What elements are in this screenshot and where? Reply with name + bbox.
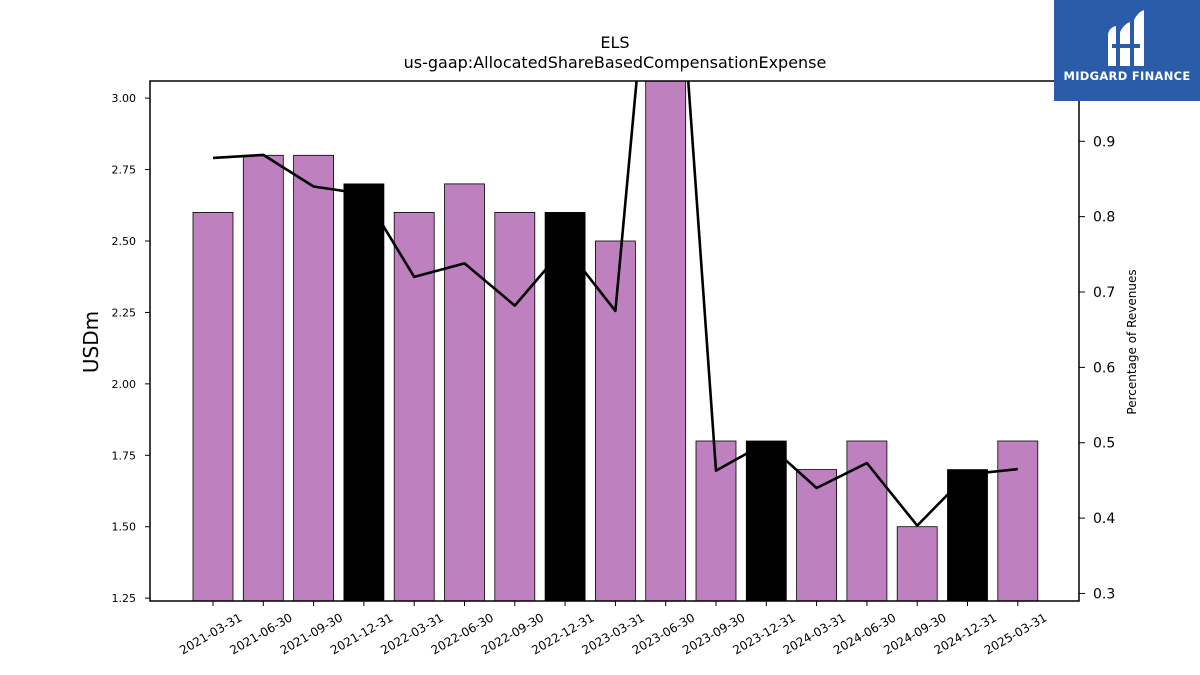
bar-group — [192, 81, 1039, 601]
logo-mark-icon — [1108, 10, 1144, 66]
y-tick-label: 3.00 — [112, 92, 137, 105]
line-group — [212, 81, 1018, 527]
bar-2021-06-30 — [242, 154, 284, 601]
bar-2023-12-31 — [745, 440, 787, 601]
bar-2023-06-30 — [645, 81, 687, 601]
y2-tick-label: 0.3 — [1093, 586, 1115, 602]
x-axis-ticks: 2021-03-312021-06-302021-09-302021-12-31… — [177, 601, 1049, 657]
y-tick-label: 1.75 — [112, 449, 137, 462]
bar-2022-03-31 — [393, 211, 435, 601]
y2-tick-label: 0.4 — [1093, 511, 1115, 527]
bar-2024-09-30 — [896, 526, 938, 601]
y-tick-label: 1.50 — [112, 521, 137, 534]
logo-text: MIDGARD FINANCE — [1063, 69, 1191, 83]
bar-2025-03-31 — [997, 440, 1039, 601]
y-tick-label: 2.75 — [112, 164, 137, 177]
y-axis-ticks: 1.25 1.50 1.75 2.00 2.25 2.50 2.75 3.00 — [112, 92, 150, 605]
bar-2024-12-31 — [947, 469, 988, 601]
bar-2022-12-31 — [544, 211, 586, 601]
y2-tick-label: 0.5 — [1093, 436, 1115, 452]
bar-2022-06-30 — [444, 183, 485, 601]
bar-2024-06-30 — [846, 440, 888, 601]
y2-tick-label: 0.8 — [1093, 210, 1115, 226]
y2-axis-ticks: 0.3 0.4 0.5 0.6 0.7 0.8 0.9 — [1079, 134, 1115, 602]
y2-axis-label: Percentage of Revenues — [1125, 269, 1139, 414]
y-axis-label: USDm — [79, 311, 103, 373]
y-tick-label: 2.25 — [112, 306, 137, 319]
brand-logo: MIDGARD FINANCE — [1054, 0, 1200, 101]
y2-tick-label: 0.7 — [1093, 285, 1115, 301]
y2-tick-label: 0.6 — [1093, 360, 1115, 376]
plot-frame — [149, 80, 1080, 602]
y-tick-label: 2.00 — [112, 378, 137, 391]
bar-2022-09-30 — [494, 211, 536, 601]
bar-2021-03-31 — [192, 211, 234, 601]
chart-title: ELS — [600, 33, 629, 52]
chart-subtitle: us-gaap:AllocatedShareBasedCompensationE… — [404, 53, 827, 72]
bar-2024-03-31 — [796, 469, 837, 601]
line-series-percentage — [212, 81, 1018, 527]
y-tick-label: 2.50 — [112, 235, 137, 248]
y-tick-label: 1.25 — [112, 592, 137, 605]
y2-tick-label: 0.9 — [1093, 134, 1115, 150]
bar-2021-12-31 — [343, 183, 385, 601]
bar-2021-09-30 — [293, 154, 335, 601]
